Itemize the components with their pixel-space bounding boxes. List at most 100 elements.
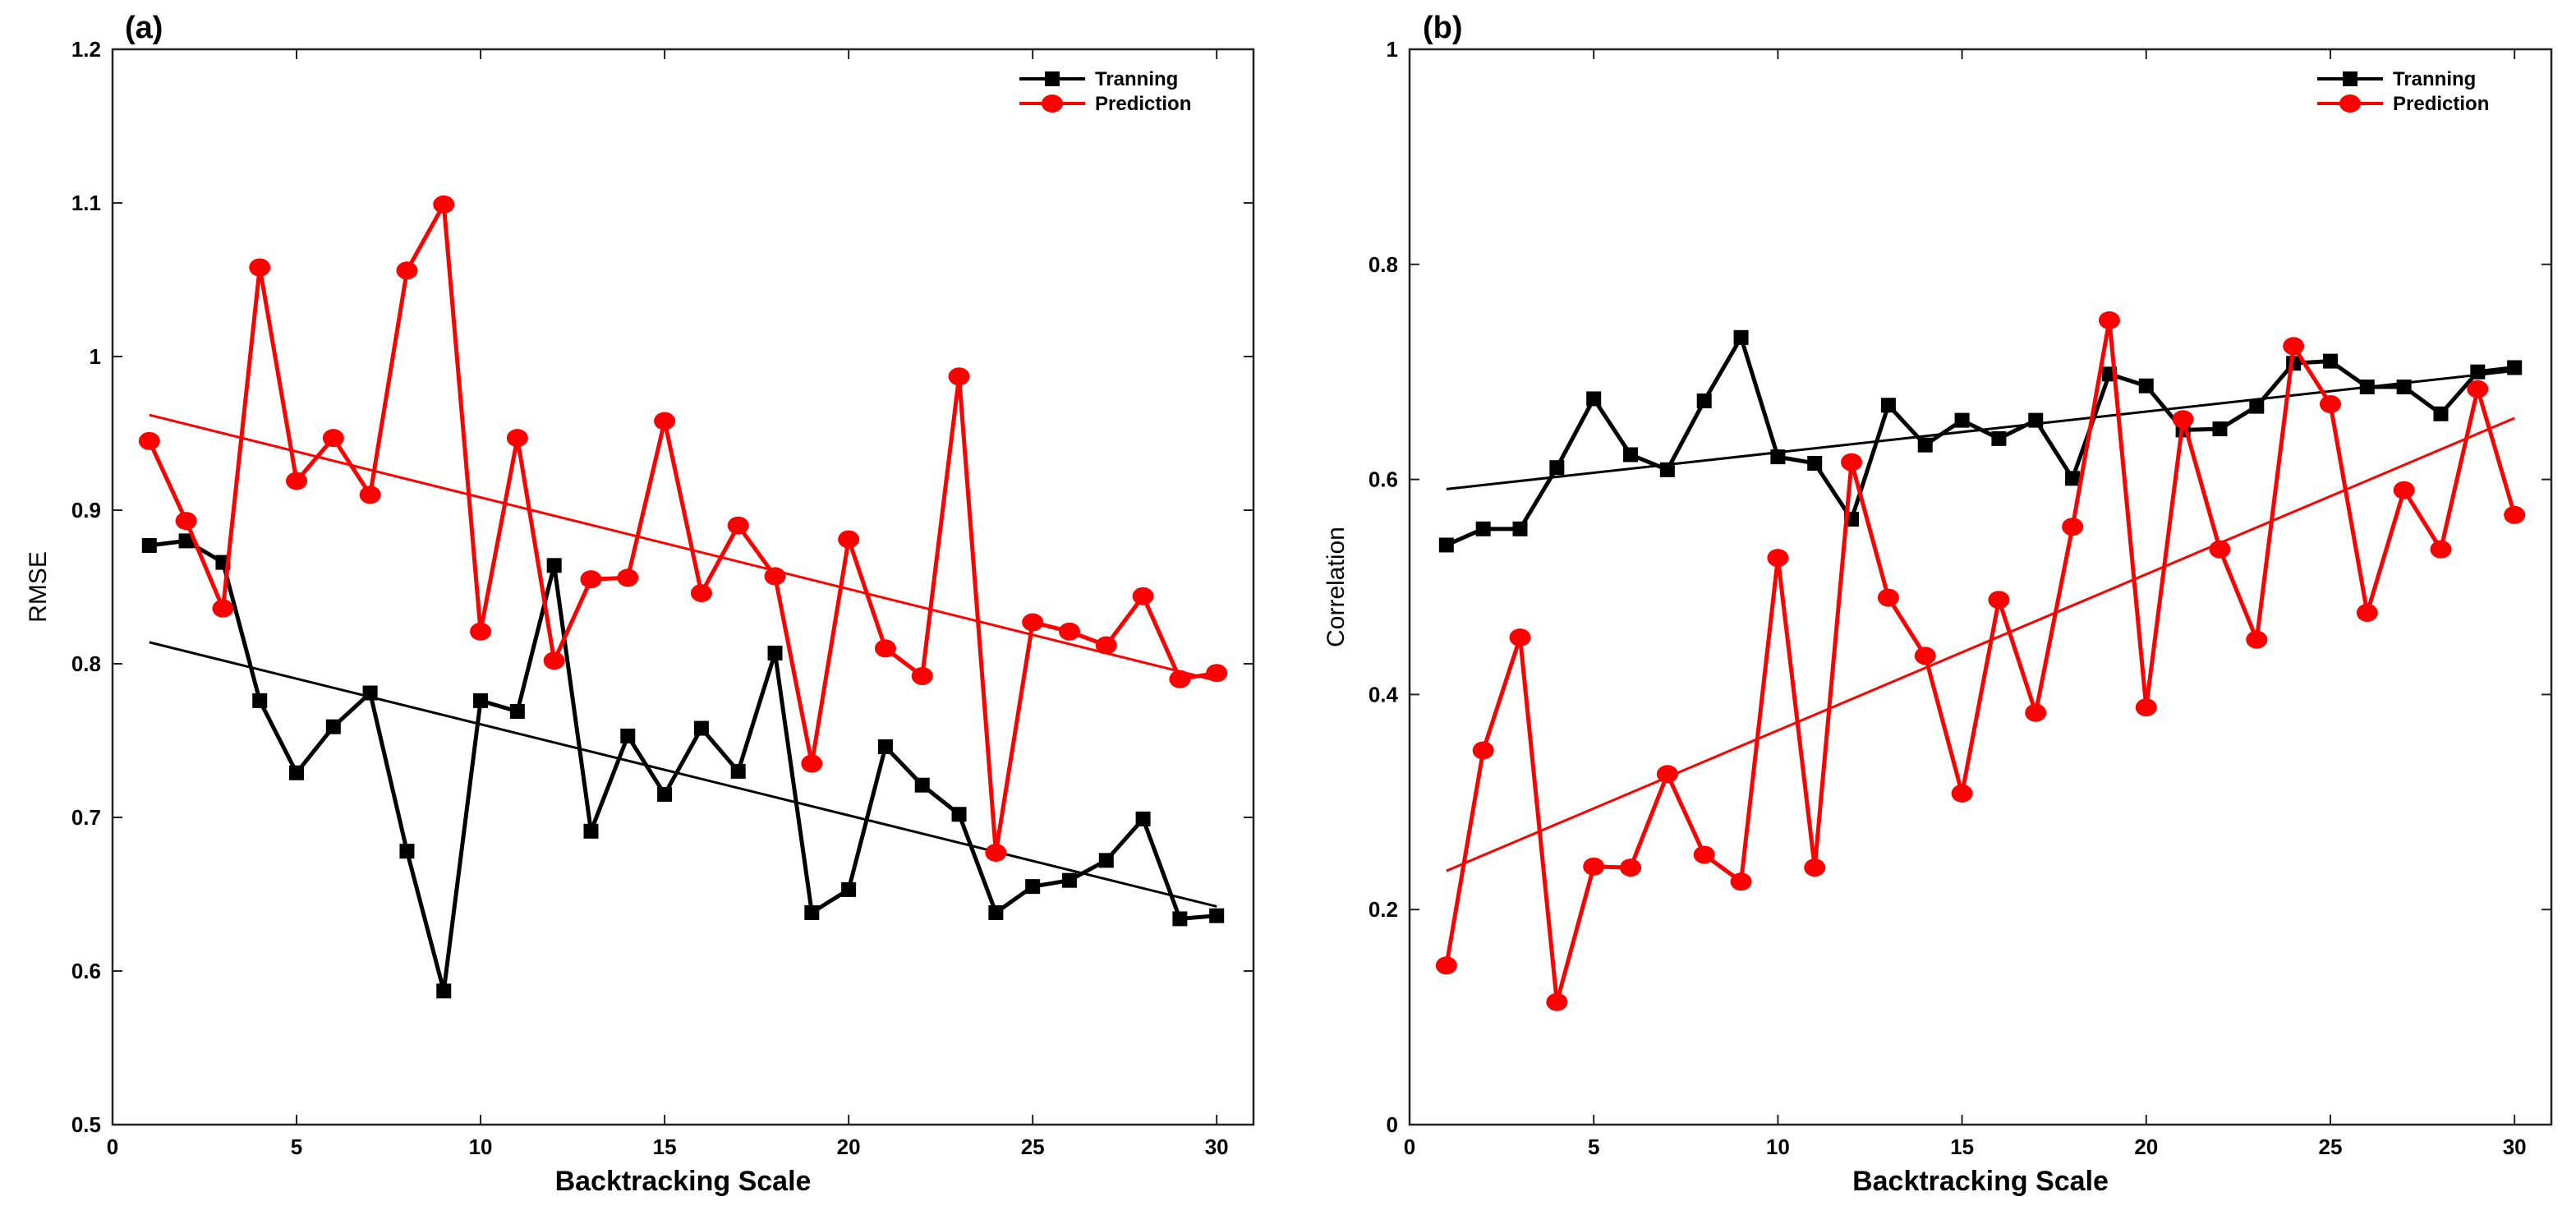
data-point-prediction: [1169, 670, 1191, 688]
data-point-tranning: [767, 645, 783, 660]
x-axis-label: Backtracking Scale: [555, 1166, 812, 1197]
y-tick-label: 0.9: [71, 498, 101, 522]
axes-frame: [111, 48, 1255, 1126]
data-point-prediction: [396, 261, 418, 280]
legend-label-prediction: Prediction: [2393, 93, 2489, 115]
legend-marker-prediction: [1042, 94, 1063, 113]
y-tick-label: 0.2: [1368, 897, 1398, 922]
data-point-tranning: [1475, 521, 1491, 536]
data-point-tranning: [693, 720, 709, 736]
data-point-prediction: [1132, 587, 1154, 605]
legend-marker-prediction: [2339, 94, 2361, 113]
data-point-prediction: [1877, 588, 1899, 607]
legend-marker-tranning: [2343, 71, 2358, 86]
data-point-prediction: [2283, 337, 2305, 356]
data-point-tranning: [1623, 447, 1639, 463]
data-point-tranning: [1807, 455, 1823, 471]
x-tick-label: 25: [2319, 1134, 2343, 1159]
legend-label-tranning: Tranning: [2393, 68, 2476, 90]
data-point-tranning: [1438, 537, 1454, 553]
data-point-prediction: [2319, 394, 2341, 413]
data-point-tranning: [2212, 421, 2228, 437]
data-point-tranning: [2138, 378, 2154, 393]
data-point-tranning: [252, 693, 268, 708]
data-point-prediction: [2467, 380, 2489, 398]
data-point-prediction: [874, 639, 896, 658]
data-point-prediction: [1693, 845, 1715, 864]
data-point-prediction: [249, 258, 271, 277]
data-point-prediction: [175, 512, 197, 531]
data-point-tranning: [2249, 398, 2265, 414]
data-point-prediction: [690, 583, 712, 602]
data-point-prediction: [1730, 872, 1752, 891]
data-point-prediction: [1022, 613, 1044, 632]
data-point-prediction: [1546, 992, 1568, 1011]
x-tick-label: 10: [1766, 1134, 1790, 1159]
data-point-tranning: [546, 558, 562, 573]
data-point-tranning: [325, 719, 341, 734]
data-point-prediction: [2209, 540, 2231, 559]
data-point-prediction: [1988, 591, 2010, 610]
series-line-tranning: [1445, 335, 2515, 547]
data-point-tranning: [730, 763, 746, 779]
data-point-tranning: [509, 703, 525, 719]
data-point-prediction: [359, 486, 381, 504]
y-tick-label: 0.5: [71, 1112, 101, 1137]
data-point-tranning: [2322, 353, 2338, 369]
data-point-prediction: [838, 530, 860, 549]
data-point-tranning: [2470, 364, 2486, 380]
y-tick-label: 0: [1387, 1112, 1398, 1137]
data-point-prediction: [801, 754, 823, 773]
x-axis-label: Backtracking Scale: [1852, 1166, 2109, 1197]
y-tick-label: 0.7: [71, 805, 101, 830]
data-point-prediction: [1951, 784, 1973, 803]
data-point-prediction: [985, 844, 1007, 863]
data-point-tranning: [2028, 412, 2044, 428]
x-tick-label: 15: [653, 1134, 677, 1159]
data-point-prediction: [1509, 628, 1531, 647]
data-point-prediction: [2393, 481, 2415, 499]
data-point-prediction: [1841, 453, 1863, 472]
data-point-tranning: [2433, 406, 2449, 421]
y-axis-label: RMSE: [25, 551, 52, 623]
data-point-prediction: [1472, 741, 1494, 760]
data-point-prediction: [2430, 540, 2452, 559]
x-tick-label: 5: [291, 1134, 302, 1159]
data-point-tranning: [1917, 437, 1933, 453]
data-point-prediction: [654, 412, 676, 430]
data-point-tranning: [2065, 471, 2081, 486]
x-tick-label: 25: [1021, 1134, 1045, 1159]
data-point-prediction: [433, 195, 455, 214]
legend-label-tranning: Tranning: [1095, 68, 1178, 90]
x-tick-label: 15: [1950, 1134, 1974, 1159]
axes-frame: [1408, 48, 2553, 1126]
y-tick-label: 1.1: [71, 191, 101, 215]
data-point-tranning: [1209, 908, 1225, 923]
data-point-tranning: [1733, 329, 1749, 345]
data-point-tranning: [877, 739, 893, 754]
data-point-tranning: [1696, 393, 1712, 409]
data-point-prediction: [506, 429, 528, 448]
data-point-prediction: [617, 568, 639, 587]
data-point-tranning: [1025, 879, 1041, 895]
x-tick-label: 20: [2134, 1134, 2158, 1159]
data-point-tranning: [583, 823, 599, 839]
data-point-prediction: [2062, 518, 2084, 536]
data-point-tranning: [1135, 811, 1151, 826]
y-tick-label: 0.4: [1368, 682, 1399, 706]
data-point-prediction: [322, 429, 344, 448]
data-point-prediction: [764, 567, 786, 586]
data-point-prediction: [1435, 956, 1457, 975]
data-point-tranning: [1880, 398, 1896, 413]
data-point-prediction: [1767, 549, 1789, 568]
y-tick-label: 0.6: [71, 959, 101, 983]
x-tick-label: 5: [1588, 1134, 1599, 1159]
data-point-prediction: [138, 431, 160, 450]
data-point-tranning: [1061, 872, 1077, 888]
data-point-prediction: [2246, 630, 2268, 649]
data-point-tranning: [399, 844, 415, 859]
data-point-prediction: [470, 622, 492, 641]
x-tick-label: 20: [837, 1134, 861, 1159]
data-point-prediction: [1206, 664, 1228, 683]
